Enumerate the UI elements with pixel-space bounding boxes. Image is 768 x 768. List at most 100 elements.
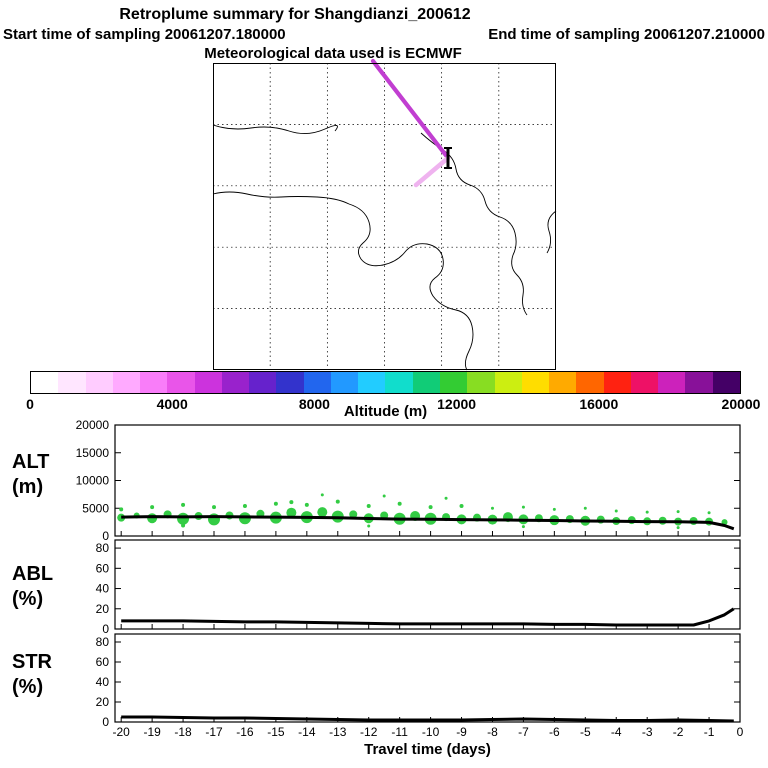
colorbar-segment xyxy=(712,372,740,393)
met-data-label: Meteorological data used is ECMWF xyxy=(204,45,462,62)
map-border xyxy=(213,63,556,370)
str-y-tick-label: 0 xyxy=(102,715,109,729)
abl-axis-label: ABL (%) xyxy=(12,562,53,612)
time-series-charts: 05000100001500020000020406080020406080-2… xyxy=(76,418,744,758)
coastline xyxy=(420,132,517,256)
abl-panel-border xyxy=(114,539,741,630)
altitude-bubble xyxy=(521,505,525,509)
x-tick-label: -11 xyxy=(391,725,408,739)
x-tick-label: -4 xyxy=(611,725,622,739)
x-tick-label: -14 xyxy=(298,725,316,739)
colorbar-segment xyxy=(412,372,440,393)
coastline xyxy=(212,191,350,205)
trajectory-segment xyxy=(413,155,451,188)
colorbar-segment xyxy=(658,372,686,393)
str-axis-label: STR (%) xyxy=(12,650,52,700)
alt-y-tick-label: 20000 xyxy=(76,418,110,432)
alt-mean-line xyxy=(121,515,735,531)
x-tick-label: -9 xyxy=(456,725,467,739)
trajectory-segment xyxy=(370,58,451,161)
alt-y-tick-label: 10000 xyxy=(76,474,110,488)
x-axis-title: Travel time (days) xyxy=(364,741,491,758)
x-tick-label: -13 xyxy=(329,725,347,739)
colorbar-tick-label: 4000 xyxy=(156,396,188,412)
altitude-bubble xyxy=(289,500,294,505)
x-tick-label: -12 xyxy=(360,725,378,739)
colorbar-segment xyxy=(167,372,195,393)
colorbar-segment xyxy=(439,372,468,393)
str-axis-label-line1: STR xyxy=(12,651,52,673)
coastline xyxy=(546,210,557,254)
colorbar-segment xyxy=(85,372,113,393)
colorbar-segment xyxy=(685,372,713,393)
altitude-bubble xyxy=(645,510,649,514)
str-panel-border xyxy=(114,633,741,723)
altitude-bubble xyxy=(181,523,186,528)
altitude-colorbar xyxy=(30,371,741,394)
alt-y-tick-label: 5000 xyxy=(82,501,109,515)
altitude-bubble xyxy=(181,502,186,507)
colorbar-segment xyxy=(521,372,550,393)
x-tick-label: -16 xyxy=(236,725,254,739)
altitude-bubble xyxy=(317,507,328,518)
altitude-bubble xyxy=(320,493,324,497)
x-tick-label: -1 xyxy=(704,725,715,739)
altitude-bubble xyxy=(150,505,155,510)
x-tick-label: -19 xyxy=(143,725,161,739)
colorbar-segment xyxy=(249,372,277,393)
altitude-bubble xyxy=(366,504,371,509)
abl-y-tick-label: 20 xyxy=(96,602,110,616)
x-tick-label: -6 xyxy=(549,725,560,739)
colorbar-segment xyxy=(303,372,331,393)
colorbar-segment xyxy=(358,372,386,393)
str-y-tick-label: 20 xyxy=(96,695,110,709)
altitude-bubble xyxy=(397,501,402,506)
abl-y-tick-label: 0 xyxy=(102,622,109,636)
colorbar-segment xyxy=(330,372,359,393)
str-y-tick-label: 60 xyxy=(96,655,110,669)
altitude-bubble xyxy=(676,510,680,514)
colorbar-tick-labels: 0 4000 8000 12000 16000 20000 xyxy=(0,396,768,412)
altitude-bubble xyxy=(552,507,556,511)
altitude-bubble xyxy=(721,519,728,526)
altitude-bubble xyxy=(583,506,587,510)
end-time-label: End time of sampling 20061207.210000 xyxy=(488,26,765,43)
abl-y-tick-label: 40 xyxy=(96,582,110,596)
altitude-bubble xyxy=(367,524,371,528)
page-title: Retroplume summary for Shangdianzi_20061… xyxy=(119,6,471,23)
sampling-times-row: Start time of sampling 20061207.180000 E… xyxy=(3,26,765,43)
alt-axis-label: ALT (m) xyxy=(12,450,49,500)
alt-axis-label-line2: (m) xyxy=(12,476,44,498)
altitude-bubble xyxy=(676,526,680,530)
abl-axis-label-line2: (%) xyxy=(12,588,44,610)
colorbar-tick-label: 8000 xyxy=(298,396,330,412)
colorbar-segment xyxy=(385,372,413,393)
coastline xyxy=(348,203,474,371)
start-time-label: Start time of sampling 20061207.180000 xyxy=(3,26,286,43)
x-tick-label: -3 xyxy=(642,725,653,739)
colorbar-tick-label: 12000 xyxy=(437,396,477,412)
altitude-bubble xyxy=(444,496,448,500)
x-tick-label: -17 xyxy=(205,725,223,739)
altitude-bubble xyxy=(242,504,247,509)
altitude-bubble xyxy=(119,507,124,512)
alt-axis-label-line1: ALT xyxy=(12,451,50,473)
altitude-bubble xyxy=(304,502,309,507)
colorbar-segment xyxy=(549,372,577,393)
colorbar-segment xyxy=(31,372,59,393)
colorbar-tick-label: 20000 xyxy=(721,396,761,412)
altitude-bubble xyxy=(147,513,158,524)
str-y-tick-label: 40 xyxy=(96,675,110,689)
altitude-bubble xyxy=(335,499,340,504)
altitude-bubble xyxy=(286,507,297,518)
x-tick-label: 0 xyxy=(737,725,744,739)
x-tick-label: -10 xyxy=(422,725,440,739)
altitude-bubble xyxy=(212,505,217,510)
colorbar-segment xyxy=(467,372,495,393)
colorbar-segment xyxy=(112,372,141,393)
colorbar-segment xyxy=(630,372,659,393)
colorbar-title: Altitude (m) xyxy=(343,403,428,420)
alt-y-tick-label: 0 xyxy=(102,529,109,543)
altitude-bubble xyxy=(349,510,358,519)
